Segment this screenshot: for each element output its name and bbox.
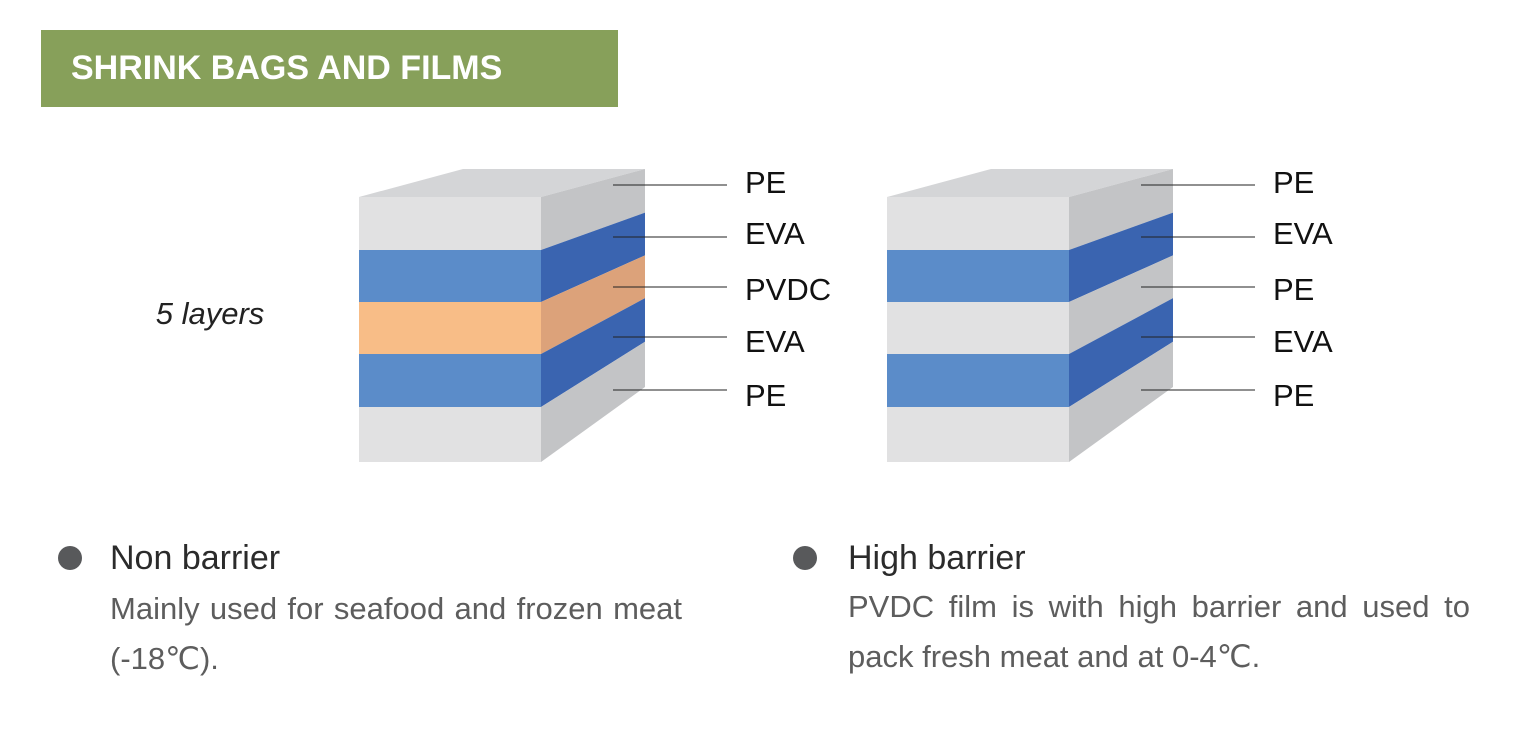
layer-side <box>1069 212 1173 302</box>
layer-side <box>541 341 645 462</box>
layer-label: PE <box>745 378 786 413</box>
layer-label: PE <box>1273 165 1314 200</box>
layer-side <box>541 169 645 250</box>
bullet-title: Non barrier <box>110 539 281 577</box>
layer-side <box>1069 169 1173 250</box>
layer-front <box>359 197 541 250</box>
layer-front <box>359 302 541 354</box>
layer-front <box>887 354 1069 407</box>
layer-side <box>541 255 645 354</box>
layer-side <box>1069 298 1173 407</box>
layer-label: EVA <box>1273 324 1333 359</box>
header-title: SHRINK BAGS AND FILMS <box>41 30 618 107</box>
layer-front <box>887 302 1069 354</box>
layer-label: PE <box>745 165 786 200</box>
bullet-dot <box>793 546 817 570</box>
layer-side <box>1069 341 1173 462</box>
layer-label: EVA <box>745 216 805 251</box>
layer-front <box>359 250 541 302</box>
layer-front <box>359 354 541 407</box>
layer-label: PE <box>1273 378 1314 413</box>
bullet-title: High barrier <box>848 539 1026 577</box>
layer-label: PVDC <box>745 272 831 307</box>
layer-side <box>541 298 645 407</box>
layer-front <box>359 407 541 462</box>
layer-label: EVA <box>745 324 805 359</box>
diagram-area: 5 layers PE EVA PVDC EVA PE PE EVA PE EVA PE <box>156 165 1333 462</box>
layer-front <box>887 197 1069 250</box>
block-top <box>887 169 1173 197</box>
bullet-description: Mainly used for seafood and frozen meat … <box>110 591 682 676</box>
layer-side <box>541 212 645 302</box>
side-label: 5 layers <box>156 296 265 331</box>
layer-front <box>887 407 1069 462</box>
bullet-dot <box>58 546 82 570</box>
layer-label: EVA <box>1273 216 1333 251</box>
block-top <box>359 169 645 197</box>
layer-side <box>1069 255 1173 354</box>
layer-label: PE <box>1273 272 1314 307</box>
layer-front <box>887 250 1069 302</box>
bullet-description: PVDC film is with high barrier and used … <box>848 589 1470 674</box>
